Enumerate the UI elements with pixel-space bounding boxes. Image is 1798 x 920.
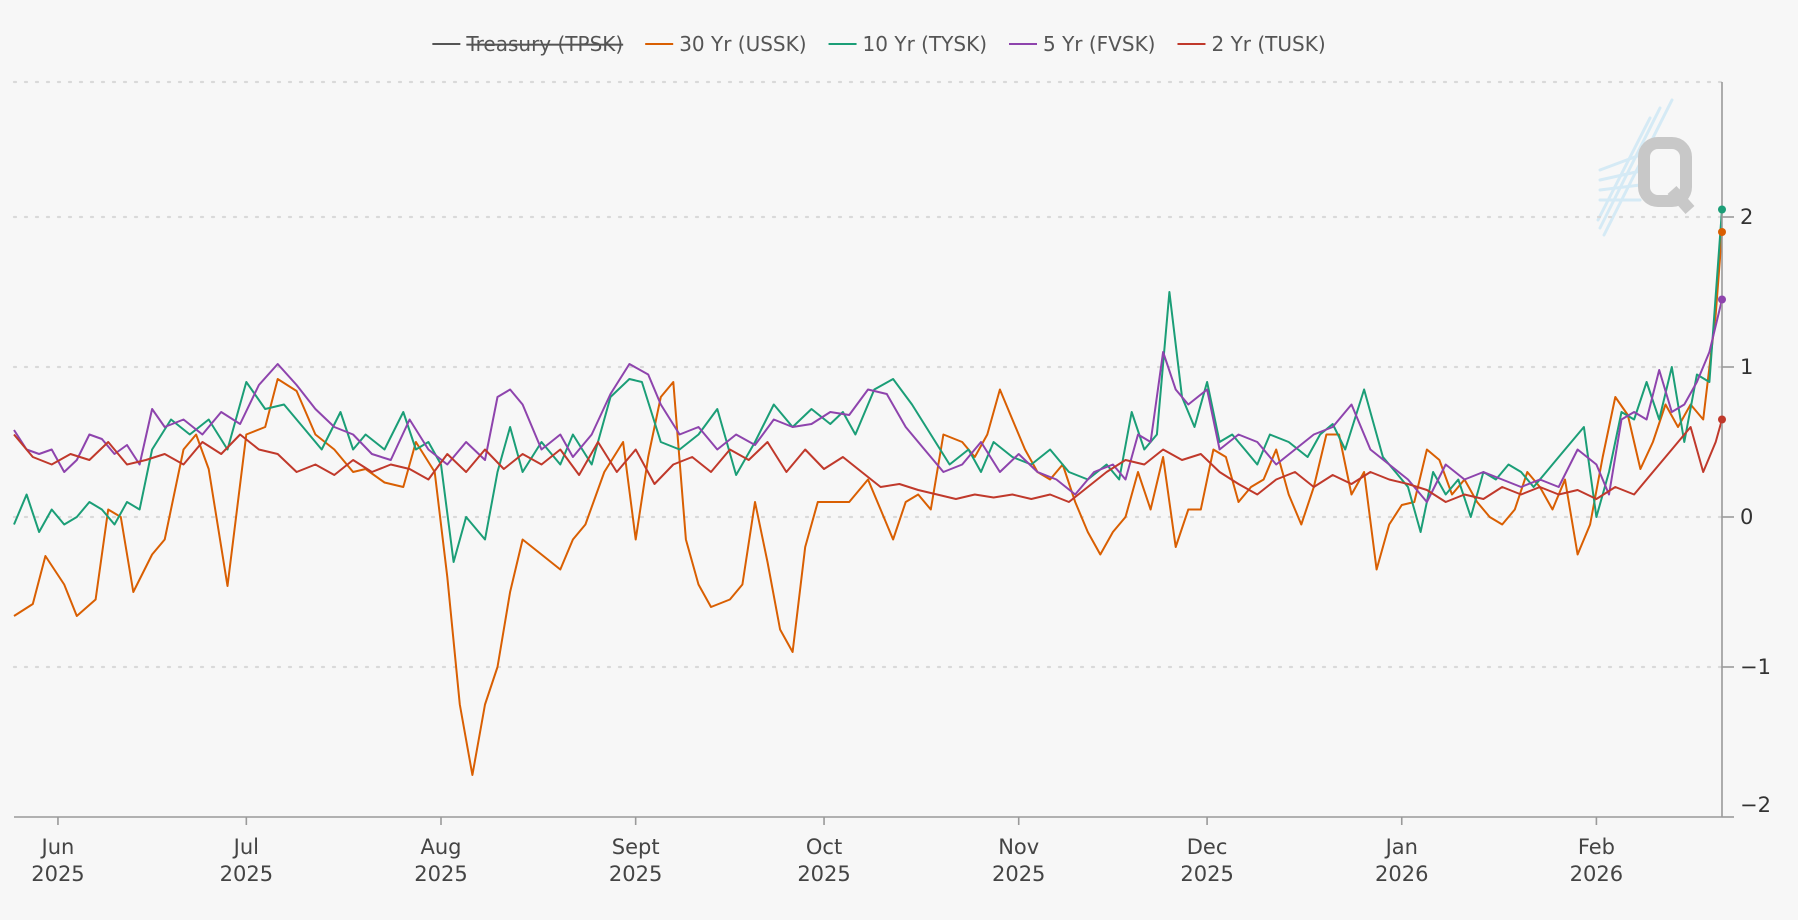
x-tick-year: 2025: [414, 862, 467, 886]
grid-lines: [12, 80, 1724, 669]
series-line-2: [13, 209, 1723, 563]
watermark-logo: [1596, 98, 1695, 237]
x-tick-month: Aug: [420, 835, 461, 859]
x-tick-year: 2025: [220, 862, 273, 886]
x-tick-month: Jul: [232, 835, 259, 859]
x-tick-month: Dec: [1187, 835, 1228, 859]
series-line-3: [13, 299, 1723, 503]
x-tick-month: Oct: [806, 835, 842, 859]
y-axis-ticks: 2 1 0 −1 −2: [1722, 205, 1771, 818]
x-tick-year: 2025: [1180, 862, 1233, 886]
x-tick-month: Nov: [998, 835, 1039, 859]
x-axis-ticks: Jun 2025 Jul 2025 Aug 2025 Sept 2025 Oct 2025 Nov 2…: [31, 817, 1623, 886]
legend-label: Treasury (TPSK): [465, 32, 623, 56]
legend-item-0[interactable]: Treasury (TPSK): [432, 32, 623, 56]
x-tick-month: Jun: [40, 835, 75, 859]
legend-label: 10 Yr (TYSK): [863, 32, 987, 56]
x-tick-year: 2025: [992, 862, 1045, 886]
legend-item-2[interactable]: 10 Yr (TYSK): [828, 32, 987, 56]
legend-label: 30 Yr (USSK): [679, 32, 806, 56]
x-tick-year: 2026: [1375, 862, 1428, 886]
y-tick-label: 2: [1740, 205, 1753, 229]
legend-item-1[interactable]: 30 Yr (USSK): [645, 32, 807, 56]
x-tick-month: Sept: [612, 835, 660, 859]
series-end-marker-4: [1718, 415, 1726, 424]
series-end-marker-1: [1718, 228, 1726, 236]
x-tick-year: 2025: [797, 862, 850, 886]
series-lines: [13, 209, 1723, 776]
series-end-markers: [1718, 205, 1726, 424]
series-end-marker-2: [1718, 205, 1726, 214]
series-line-1: [13, 231, 1723, 776]
x-tick-year: 2026: [1570, 862, 1623, 886]
legend-item-4[interactable]: 2 Yr (TUSK): [1177, 32, 1326, 56]
legend: Treasury (TPSK) 30 Yr (USSK) 10 Yr (TYSK) 5…: [432, 32, 1326, 56]
x-tick-month: Feb: [1578, 835, 1615, 859]
y-tick-label: 0: [1740, 505, 1753, 529]
series-line-4: [13, 419, 1723, 503]
y-tick-label: −1: [1740, 655, 1771, 679]
x-tick-month: Jan: [1384, 835, 1418, 859]
x-tick-year: 2025: [31, 862, 84, 886]
legend-label: 5 Yr (FVSK): [1043, 32, 1155, 56]
y-tick-label: −2: [1740, 793, 1771, 817]
series-end-marker-3: [1718, 295, 1726, 304]
legend-item-3[interactable]: 5 Yr (FVSK): [1009, 32, 1155, 56]
legend-label: 2 Yr (TUSK): [1211, 32, 1325, 56]
x-tick-year: 2025: [609, 862, 662, 886]
y-tick-label: 1: [1740, 355, 1753, 379]
axes: [14, 82, 1723, 818]
